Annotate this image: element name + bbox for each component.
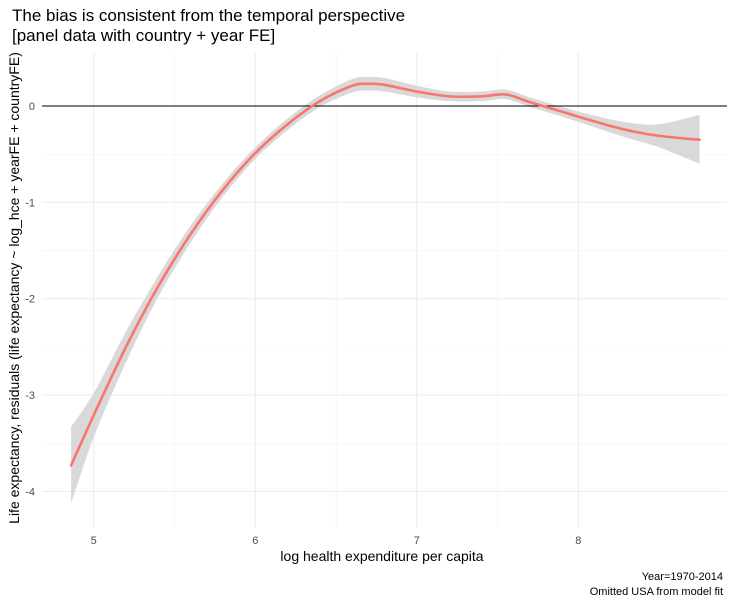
chart-title: The bias is consistent from the temporal… bbox=[12, 6, 405, 25]
smooth-fit-line bbox=[69, 82, 701, 467]
confidence-bands bbox=[71, 76, 700, 504]
x-axis-title: log health expenditure per capita bbox=[280, 548, 483, 564]
tick-labels: 5 6 7 8 0 -1 -2 -3 -4 bbox=[25, 101, 581, 547]
series-lines bbox=[69, 82, 701, 467]
caption-line-1: Year=1970-2014 bbox=[642, 571, 723, 583]
caption-line-2: Omitted USA from model fit bbox=[590, 586, 723, 598]
x-tick-label: 6 bbox=[252, 535, 258, 547]
y-axis-title: Life expectancy, residuals (life expecta… bbox=[6, 52, 22, 524]
y-tick-label: -1 bbox=[25, 197, 35, 209]
y-tick-label: -4 bbox=[25, 486, 35, 498]
y-tick-label: -2 bbox=[25, 294, 35, 306]
x-tick-label: 7 bbox=[414, 535, 420, 547]
x-tick-label: 8 bbox=[575, 535, 581, 547]
confidence-band bbox=[71, 76, 700, 504]
y-tick-label: -3 bbox=[25, 390, 35, 402]
x-tick-label: 5 bbox=[91, 535, 97, 547]
y-tick-label: 0 bbox=[29, 101, 35, 113]
chart-subtitle: [panel data with country + year FE] bbox=[12, 26, 275, 45]
